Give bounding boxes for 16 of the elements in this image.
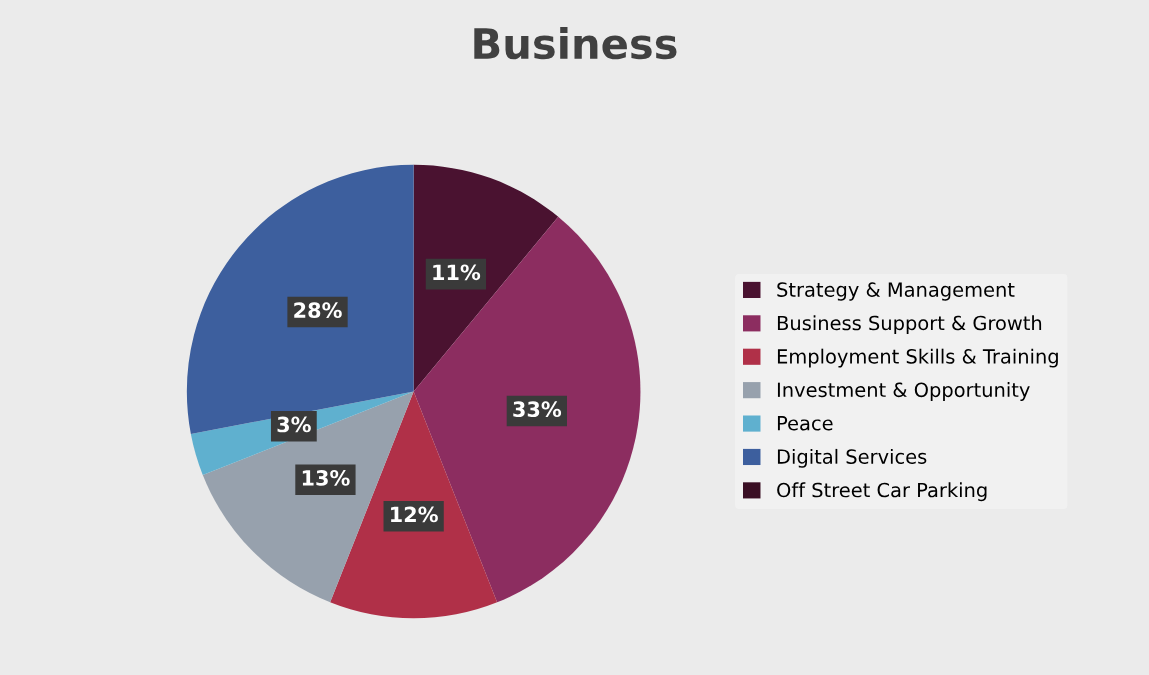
data-label: 33%	[513, 401, 562, 418]
legend-label: Digital Services	[777, 448, 927, 468]
legend-label: Strategy & Management	[777, 282, 1015, 301]
legend-label: Investment & Opportunity	[777, 382, 1030, 401]
legend-label: Employment Skills & Training	[777, 348, 1058, 368]
chart-title: Business	[474, 27, 677, 60]
pie-slice	[186, 164, 414, 434]
legend-label: Business Support & Growth	[777, 315, 1042, 335]
legend-label: Peace	[777, 416, 833, 431]
data-label: 13%	[302, 469, 350, 486]
data-label: 28%	[294, 302, 342, 319]
pie-slice	[413, 164, 559, 392]
data-label: 11%	[433, 264, 481, 281]
data-label: 12%	[391, 506, 438, 523]
legend-label: Off Street Car Parking	[777, 482, 987, 502]
data-label: 3%	[277, 416, 311, 433]
